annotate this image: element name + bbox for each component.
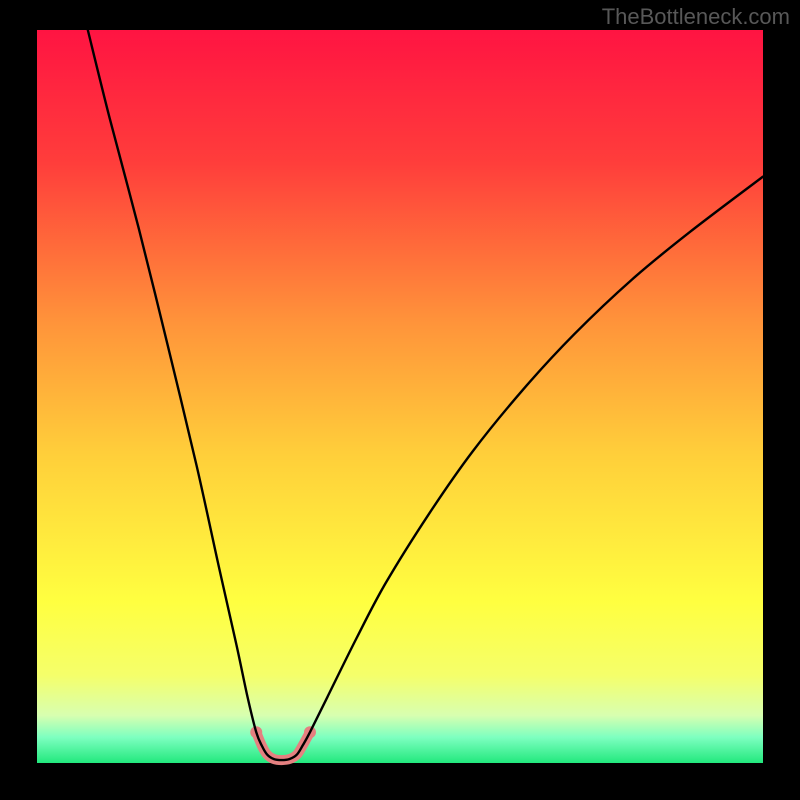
chart-container: TheBottleneck.com [0,0,800,800]
plot-area [37,30,763,763]
watermark-text: TheBottleneck.com [602,4,790,30]
